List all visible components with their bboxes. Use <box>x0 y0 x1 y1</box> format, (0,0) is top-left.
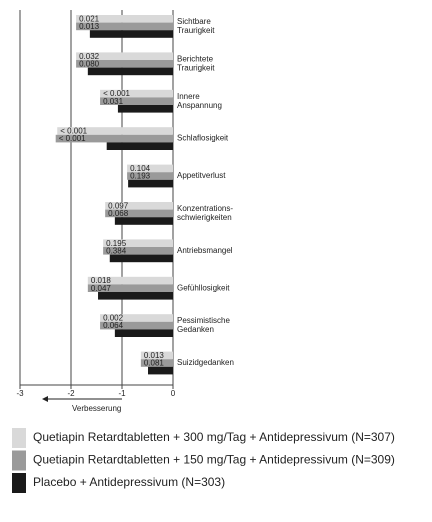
bar <box>89 30 173 38</box>
category-label: Anspannung <box>177 101 222 110</box>
bar <box>109 254 173 263</box>
bar <box>103 247 173 255</box>
p-value-label: < 0.001 <box>59 134 86 143</box>
legend-swatch <box>12 473 26 493</box>
bar <box>105 202 173 210</box>
p-value-label: 0.031 <box>103 97 124 106</box>
category-label: Gedanken <box>177 325 214 334</box>
p-value-label: 0.097 <box>108 201 129 210</box>
p-value-label: 0.068 <box>108 209 129 218</box>
bar <box>105 209 173 218</box>
p-value-label: 0.104 <box>130 164 151 173</box>
bar <box>87 276 173 285</box>
p-value-label: 0.195 <box>106 239 127 248</box>
bar <box>128 179 173 188</box>
bar <box>100 321 173 330</box>
bar <box>76 52 173 60</box>
legend-swatch <box>12 428 26 448</box>
x-annotation: Verbesserung <box>72 404 121 413</box>
x-tick-label: 0 <box>171 389 176 398</box>
bar <box>55 134 174 143</box>
bar <box>140 359 173 367</box>
p-value-label: 0.081 <box>144 359 165 368</box>
bar <box>100 97 173 105</box>
category-label: Antriebsmangel <box>177 246 233 255</box>
legend-label: Quetiapin Retardtabletten + 300 mg/Tag +… <box>33 430 395 444</box>
p-value-label: 0.080 <box>79 59 100 68</box>
bar <box>114 329 173 337</box>
p-value-label: < 0.001 <box>60 127 87 136</box>
p-value-label: 0.018 <box>91 276 112 285</box>
p-value-label: 0.047 <box>91 284 112 293</box>
category-label: Suizidgedanken <box>177 358 234 367</box>
category-label: Berichtete <box>177 54 214 63</box>
bar <box>127 172 173 180</box>
category-label: Gefühllosigkeit <box>177 283 230 292</box>
bar <box>148 366 173 375</box>
legend-label: Placebo + Antidepressivum (N=303) <box>33 475 225 489</box>
bar <box>87 67 173 76</box>
p-value-label: 0.064 <box>103 321 124 330</box>
bar <box>57 127 174 135</box>
category-label: schwierigkeiten <box>177 213 232 222</box>
p-value-label: 0.013 <box>79 22 100 31</box>
bar <box>76 15 173 23</box>
bar <box>103 239 173 247</box>
bar <box>140 351 173 360</box>
bar <box>100 314 173 322</box>
category-label: Konzentrations- <box>177 204 233 213</box>
p-value-label: 0.032 <box>79 52 100 61</box>
p-value-label: 0.002 <box>103 314 124 323</box>
bar <box>100 89 173 98</box>
bar <box>76 22 173 31</box>
category-label: Appetitverlust <box>177 171 226 180</box>
legend-swatch <box>12 450 26 471</box>
category-label: Sichtbare <box>177 17 211 26</box>
p-value-label: 0.193 <box>130 172 151 181</box>
arrow-head <box>42 396 48 402</box>
bar <box>106 142 173 150</box>
p-value-label: 0.021 <box>79 14 100 23</box>
bar <box>87 284 173 292</box>
p-value-label: 0.384 <box>106 246 127 255</box>
p-value-label: 0.013 <box>144 351 165 360</box>
category-label: Schlaflosigkeit <box>177 134 229 143</box>
category-label: Pessimistische <box>177 316 230 325</box>
bar <box>98 292 173 300</box>
category-label: Innere <box>177 92 200 101</box>
p-value-label: < 0.001 <box>103 89 130 98</box>
bar <box>76 60 173 68</box>
x-tick-label: -1 <box>118 389 126 398</box>
x-tick-label: -3 <box>16 389 24 398</box>
category-label: Traurigkeit <box>177 63 215 72</box>
bar <box>117 105 173 113</box>
bar <box>127 164 173 173</box>
x-tick-label: -2 <box>67 389 75 398</box>
category-label: Traurigkeit <box>177 26 215 35</box>
bar <box>114 217 173 225</box>
legend-label: Quetiapin Retardtabletten + 150 mg/Tag +… <box>33 453 395 467</box>
